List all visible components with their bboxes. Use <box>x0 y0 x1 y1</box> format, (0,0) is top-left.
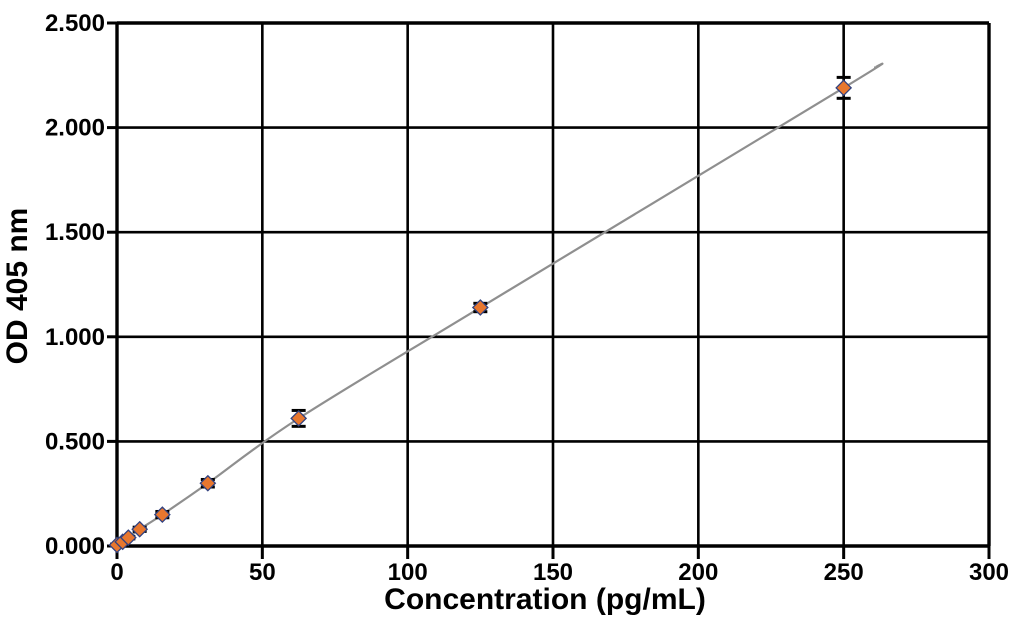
y-tick-label: 0.000 <box>45 533 105 560</box>
data-point-marker <box>199 474 217 492</box>
data-point-marker <box>119 529 137 547</box>
data-point-marker <box>153 506 171 524</box>
x-axis-title: Concentration (pg/mL) <box>384 583 706 616</box>
y-axis-title: OD 405 nm <box>1 207 34 365</box>
x-tick-label: 50 <box>249 559 276 586</box>
y-tick-label: 2.500 <box>45 10 105 37</box>
data-point-marker <box>471 299 489 316</box>
y-tick-label: 2.000 <box>45 115 105 142</box>
data-point-marker <box>835 79 853 97</box>
x-tick-label: 200 <box>678 559 718 586</box>
y-tick-label: 1.000 <box>45 324 105 351</box>
x-tick-label: 100 <box>388 559 428 586</box>
trendline <box>116 62 884 546</box>
y-tick-label: 1.500 <box>45 219 105 246</box>
data-point-marker <box>131 520 149 538</box>
x-tick-label: 250 <box>824 559 864 586</box>
data-point-marker <box>290 409 308 427</box>
x-tick-label: 0 <box>110 559 123 586</box>
y-tick-label: 0.500 <box>45 428 105 455</box>
x-tick-label: 150 <box>533 559 573 586</box>
x-tick-label: 300 <box>969 559 1009 586</box>
